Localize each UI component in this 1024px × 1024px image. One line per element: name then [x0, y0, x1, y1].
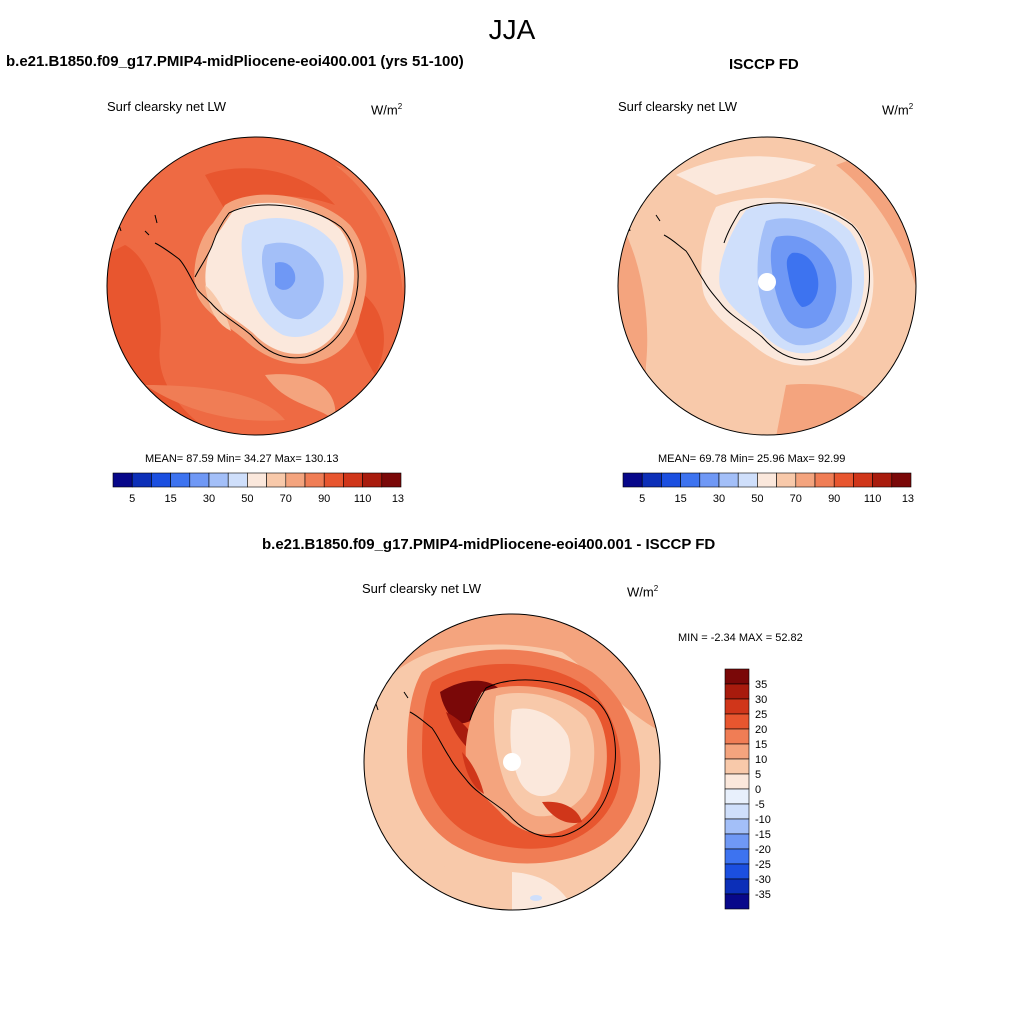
- panel3-title: b.e21.B1850.f09_g17.PMIP4-midPliocene-eo…: [262, 536, 716, 553]
- panel1-field-label: Surf clearsky net LW: [107, 99, 226, 114]
- colorbar3-tick-label: 0: [755, 784, 761, 796]
- colorbar2-tick-label: 30: [713, 493, 725, 505]
- colorbar3-swatch: [724, 758, 750, 775]
- colorbar3-swatch: [724, 833, 750, 850]
- colorbar-panel2: 5 15 30 50 70 90 110 130: [622, 472, 914, 505]
- colorbar3-tick-label: -30: [755, 874, 771, 886]
- colorbar2-swatch: [680, 472, 701, 488]
- colorbar3-tick-label: 20: [755, 724, 767, 736]
- map-isccp: [617, 136, 917, 436]
- colorbar1-swatch: [381, 472, 402, 488]
- colorbar3-tick-label: -25: [755, 859, 771, 871]
- colorbar2-swatch: [737, 472, 758, 488]
- colorbar3-tick-label: 5: [755, 769, 761, 781]
- colorbar3-tick-label: -10: [755, 814, 771, 826]
- colorbar-panel1: 5 15 30 50 70 90 110 130: [112, 472, 404, 505]
- colorbar2-tick-label: 110: [864, 493, 882, 505]
- colorbar3-swatch: [724, 863, 750, 880]
- colorbar1-tick-label: 15: [164, 493, 176, 505]
- panel2-units: W/m2: [882, 102, 914, 118]
- colorbar2-tick-label: 130: [902, 493, 914, 505]
- colorbar2-swatch: [833, 472, 854, 488]
- colorbar1-swatch: [285, 472, 306, 488]
- colorbar1-swatch: [304, 472, 325, 488]
- colorbar2-tick-label: 5: [639, 493, 645, 505]
- colorbar1-tick-label: 130: [392, 493, 404, 505]
- panel2-title: ISCCP FD: [729, 56, 799, 73]
- colorbar1-tick-label: 50: [241, 493, 253, 505]
- panel1-stats: MEAN= 87.59 Min= 34.27 Max= 130.13: [145, 453, 339, 465]
- colorbar2-swatch: [853, 472, 873, 488]
- colorbar1-tick-label: 110: [354, 493, 372, 505]
- colorbar3-swatch: [724, 668, 750, 685]
- colorbar-panel3: 35 30 25 20 15 10 5 0 -5 -10 -15 -20 -25 -30 -35: [724, 668, 771, 910]
- map-model: [106, 136, 406, 436]
- colorbar1-swatch: [131, 472, 152, 488]
- colorbar1-swatch: [189, 472, 210, 488]
- colorbar3-swatch: [724, 788, 750, 805]
- colorbar3-tick-label: 35: [755, 679, 767, 691]
- colorbar1-tick-label: 70: [280, 493, 292, 505]
- panel1-title: b.e21.B1850.f09_g17.PMIP4-midPliocene-eo…: [6, 53, 464, 70]
- colorbar3-tick-label: -15: [755, 829, 771, 841]
- panel3-units: W/m2: [627, 584, 659, 600]
- map-difference: [363, 613, 661, 911]
- colorbar2-swatch: [795, 472, 816, 488]
- colorbar1-swatch: [151, 472, 171, 488]
- colorbar3-swatch: [724, 698, 750, 715]
- colorbar1-swatch: [266, 472, 287, 488]
- colorbar3-tick-label: 15: [755, 739, 767, 751]
- colorbar2-swatch: [757, 472, 777, 488]
- colorbar1-swatch: [362, 472, 383, 488]
- colorbar3-swatch: [724, 743, 750, 760]
- colorbar1-tick-label: 5: [129, 493, 135, 505]
- colorbar2-swatch: [622, 472, 643, 488]
- colorbar3-swatch: [724, 893, 750, 910]
- colorbar1-swatch: [323, 472, 344, 488]
- colorbar3-tick-label: -35: [755, 889, 771, 901]
- colorbar3-swatch: [724, 878, 750, 895]
- colorbar3-tick-label: 30: [755, 694, 767, 706]
- colorbar3-swatch: [724, 803, 750, 820]
- colorbar3-swatch: [724, 848, 750, 865]
- colorbar2-swatch: [776, 472, 797, 488]
- colorbar2-swatch: [641, 472, 662, 488]
- page-title: JJA: [488, 14, 536, 45]
- colorbar1-swatch: [170, 472, 191, 488]
- colorbar1-swatch: [112, 472, 133, 488]
- colorbar3-swatch: [724, 818, 750, 835]
- colorbar2-swatch: [661, 472, 681, 488]
- colorbar1-tick-label: 30: [203, 493, 215, 505]
- colorbar1-swatch: [343, 472, 363, 488]
- colorbar3-tick-label: 10: [755, 754, 767, 766]
- colorbar3-swatch: [724, 773, 750, 790]
- panel3-stats: MIN = -2.34 MAX = 52.82: [678, 632, 803, 644]
- colorbar2-tick-label: 50: [751, 493, 763, 505]
- panel2-stats: MEAN= 69.78 Min= 25.96 Max= 92.99: [658, 453, 846, 465]
- colorbar2-swatch: [718, 472, 739, 488]
- colorbar3-swatch: [724, 728, 750, 745]
- colorbar1-swatch: [227, 472, 248, 488]
- colorbar2-tick-label: 15: [674, 493, 686, 505]
- colorbar1-swatch: [247, 472, 267, 488]
- colorbar3-swatch: [724, 683, 750, 700]
- panel1-units: W/m2: [371, 102, 403, 118]
- colorbar3-swatch: [724, 713, 750, 730]
- colorbar2-swatch: [872, 472, 893, 488]
- colorbar2-tick-label: 70: [790, 493, 802, 505]
- panel2-field-label: Surf clearsky net LW: [618, 99, 737, 114]
- colorbar3-tick-label: 25: [755, 709, 767, 721]
- panel3-field-label: Surf clearsky net LW: [362, 581, 481, 596]
- colorbar2-swatch: [891, 472, 912, 488]
- colorbar2-tick-label: 90: [828, 493, 840, 505]
- colorbar1-tick-label: 90: [318, 493, 330, 505]
- colorbar3-tick-label: -20: [755, 844, 771, 856]
- colorbar2-swatch: [699, 472, 720, 488]
- colorbar1-swatch: [208, 472, 229, 488]
- colorbar2-swatch: [814, 472, 835, 488]
- colorbar3-tick-label: -5: [755, 799, 765, 811]
